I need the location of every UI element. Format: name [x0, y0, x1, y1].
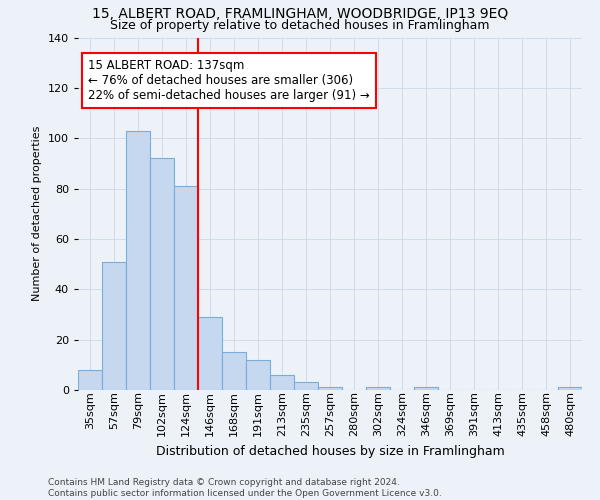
Bar — [198, 317, 222, 390]
Text: Contains HM Land Registry data © Crown copyright and database right 2024.
Contai: Contains HM Land Registry data © Crown c… — [48, 478, 442, 498]
Bar — [102, 262, 126, 390]
Y-axis label: Number of detached properties: Number of detached properties — [32, 126, 42, 302]
Bar — [366, 388, 390, 390]
Bar — [558, 388, 582, 390]
Bar — [270, 375, 294, 390]
Bar — [174, 186, 198, 390]
Bar — [294, 382, 318, 390]
Bar — [318, 388, 342, 390]
X-axis label: Distribution of detached houses by size in Framlingham: Distribution of detached houses by size … — [155, 444, 505, 458]
Bar — [246, 360, 270, 390]
Bar — [222, 352, 246, 390]
Text: Size of property relative to detached houses in Framlingham: Size of property relative to detached ho… — [110, 18, 490, 32]
Bar — [150, 158, 174, 390]
Bar — [414, 388, 438, 390]
Text: 15, ALBERT ROAD, FRAMLINGHAM, WOODBRIDGE, IP13 9EQ: 15, ALBERT ROAD, FRAMLINGHAM, WOODBRIDGE… — [92, 8, 508, 22]
Bar — [78, 370, 102, 390]
Bar — [126, 130, 150, 390]
Text: 15 ALBERT ROAD: 137sqm
← 76% of detached houses are smaller (306)
22% of semi-de: 15 ALBERT ROAD: 137sqm ← 76% of detached… — [88, 58, 370, 102]
